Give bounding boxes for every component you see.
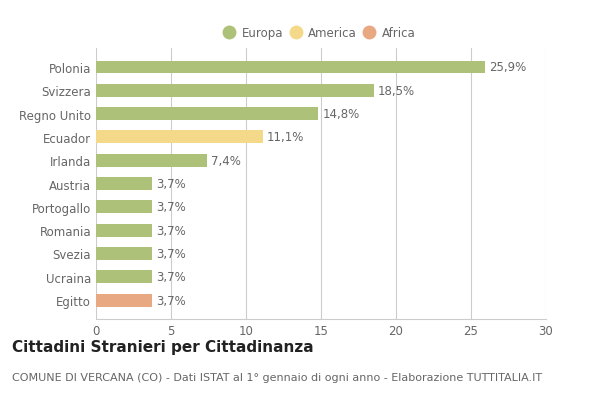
Bar [96, 108, 318, 121]
Text: 3,7%: 3,7% [156, 294, 186, 307]
Bar [96, 85, 373, 97]
Bar [96, 271, 151, 283]
Text: 3,7%: 3,7% [156, 247, 186, 260]
Text: 3,7%: 3,7% [156, 271, 186, 283]
Legend: Europa, America, Africa: Europa, America, Africa [222, 22, 420, 45]
Text: 3,7%: 3,7% [156, 201, 186, 214]
Bar [96, 201, 151, 214]
Bar [96, 61, 485, 74]
Bar [96, 247, 151, 260]
Text: 25,9%: 25,9% [489, 61, 526, 74]
Bar [96, 294, 151, 307]
Text: 14,8%: 14,8% [323, 108, 360, 121]
Bar [96, 224, 151, 237]
Bar [96, 154, 207, 167]
Text: 7,4%: 7,4% [212, 154, 241, 167]
Text: Cittadini Stranieri per Cittadinanza: Cittadini Stranieri per Cittadinanza [12, 339, 314, 355]
Text: COMUNE DI VERCANA (CO) - Dati ISTAT al 1° gennaio di ogni anno - Elaborazione TU: COMUNE DI VERCANA (CO) - Dati ISTAT al 1… [12, 372, 542, 382]
Text: 18,5%: 18,5% [378, 85, 415, 97]
Bar [96, 131, 263, 144]
Text: 3,7%: 3,7% [156, 178, 186, 191]
Bar [96, 178, 151, 191]
Text: 3,7%: 3,7% [156, 224, 186, 237]
Text: 11,1%: 11,1% [267, 131, 304, 144]
